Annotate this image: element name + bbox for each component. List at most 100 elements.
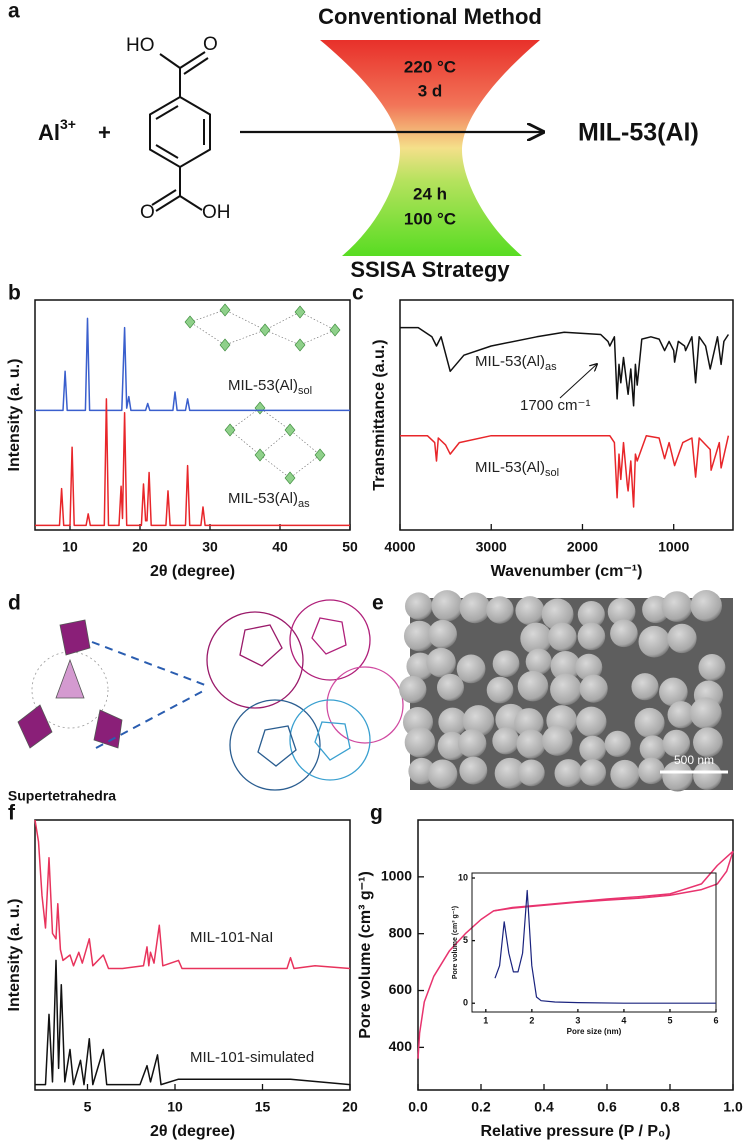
series-line — [34, 819, 351, 970]
x-tick-label: 0.6 — [597, 1099, 617, 1115]
particle — [494, 757, 526, 789]
annotation-text: MIL-101-NaI — [190, 929, 273, 946]
particle — [607, 597, 636, 626]
crystal-sketch — [184, 303, 341, 485]
x-tick-label: 3 — [575, 1015, 580, 1025]
x-axis-label: Relative pressure (P / P₀) — [480, 1123, 670, 1140]
x-axis-label: Pore size (nm) — [567, 1027, 622, 1036]
x-tick-label: 5 — [667, 1015, 672, 1025]
series-line — [400, 326, 730, 407]
ion-symbol: Al — [38, 120, 60, 145]
panel-label: f — [8, 802, 16, 825]
panel-label: g — [370, 802, 383, 825]
annotation: MIL-53(Al)sol — [228, 377, 312, 397]
annotation-text: MIL-101-simulated — [190, 1049, 314, 1066]
particle — [604, 730, 631, 757]
plot-frame — [471, 872, 717, 1013]
particle — [579, 674, 608, 703]
annotation-arrow — [559, 364, 597, 399]
annotation: MIL-53(Al)sol — [475, 459, 559, 479]
annotation: MIL-101-NaI — [190, 929, 273, 946]
particle — [631, 673, 659, 701]
x-tick-label: 6 — [713, 1015, 718, 1025]
scale-label: 500 nm — [674, 753, 714, 767]
particle — [577, 622, 606, 651]
particle — [639, 735, 666, 762]
x-tick-label: 20 — [132, 539, 148, 555]
particle — [462, 705, 495, 737]
x-tick-label: 1000 — [658, 539, 689, 555]
atom-label: O — [203, 34, 218, 55]
x-tick-label: 5 — [84, 1099, 92, 1115]
y-tick-label: 400 — [389, 1038, 413, 1054]
series-line — [400, 434, 730, 508]
y-tick-label: 800 — [389, 924, 413, 940]
x-tick-label: 10 — [62, 539, 78, 555]
particle — [554, 759, 583, 788]
x-tick-label: 3000 — [476, 539, 507, 555]
particle — [431, 590, 463, 622]
particle — [436, 673, 464, 701]
x-axis-label: 2θ (degree) — [150, 1123, 235, 1140]
particle — [456, 654, 486, 684]
y-tick-label: 5 — [463, 935, 468, 945]
annotation-text: MIL-53(Al) — [228, 377, 298, 394]
plot-frame — [399, 299, 734, 531]
annotation-subscript: as — [545, 361, 557, 373]
ion-charge: 3+ — [60, 116, 76, 132]
particle — [520, 622, 553, 655]
particle — [659, 677, 688, 707]
y-axis-label: Intensity (a. u.) — [6, 359, 23, 472]
annotation-subscript: as — [298, 498, 310, 510]
particle — [516, 729, 546, 759]
x-tick-label: 1.0 — [723, 1099, 743, 1115]
x-tick-label: 50 — [342, 539, 358, 555]
condition: 220 °C — [404, 57, 456, 76]
panel-label: a — [8, 0, 20, 23]
atom-label: OH — [202, 202, 231, 223]
particle — [610, 759, 640, 790]
particle — [547, 622, 577, 652]
condition: 100 °C — [404, 209, 456, 228]
y-axis-label: Pore volume (cm³ g⁻¹) — [357, 871, 374, 1039]
y-tick-label: 600 — [389, 981, 413, 997]
atom-label: O — [140, 202, 155, 223]
y-tick-label: 0 — [463, 998, 468, 1008]
y-tick-label: 1000 — [381, 868, 412, 884]
particle — [610, 619, 638, 648]
annotation: MIL-53(Al)as — [475, 353, 557, 373]
condition: 24 h — [413, 184, 447, 203]
particle — [634, 707, 665, 738]
annotation: 1700 cm⁻¹ — [520, 397, 590, 414]
ion: Al3+ — [38, 116, 76, 145]
particle — [428, 619, 457, 649]
annotation-text: MIL-53(Al) — [228, 490, 298, 507]
particle — [579, 735, 606, 763]
particle — [638, 757, 665, 785]
x-tick-label: 0.2 — [471, 1099, 491, 1115]
particle — [427, 759, 458, 790]
terephthalic-acid — [149, 51, 211, 212]
particle — [579, 759, 607, 787]
x-axis-label: 2θ (degree) — [150, 563, 235, 580]
x-axis-label: Wavenumber (cm⁻¹) — [491, 563, 643, 580]
particle — [492, 650, 520, 678]
annotation-text: MIL-53(Al) — [475, 353, 545, 370]
x-tick-label: 4 — [621, 1015, 626, 1025]
particle — [486, 596, 514, 624]
cage-network — [206, 599, 404, 791]
x-tick-label: 10 — [167, 1099, 183, 1115]
annotation-text: 1700 cm⁻¹ — [520, 397, 590, 414]
plus: + — [98, 120, 111, 145]
x-tick-label: 0.0 — [408, 1099, 428, 1115]
condition: 3 d — [418, 81, 443, 100]
x-tick-label: 15 — [255, 1099, 271, 1115]
x-tick-label: 4000 — [384, 539, 415, 555]
particle — [576, 706, 607, 737]
particle — [403, 620, 435, 652]
particle — [698, 653, 726, 681]
particle — [438, 707, 467, 737]
particle — [575, 653, 603, 681]
annotation-subscript: sol — [545, 467, 559, 479]
